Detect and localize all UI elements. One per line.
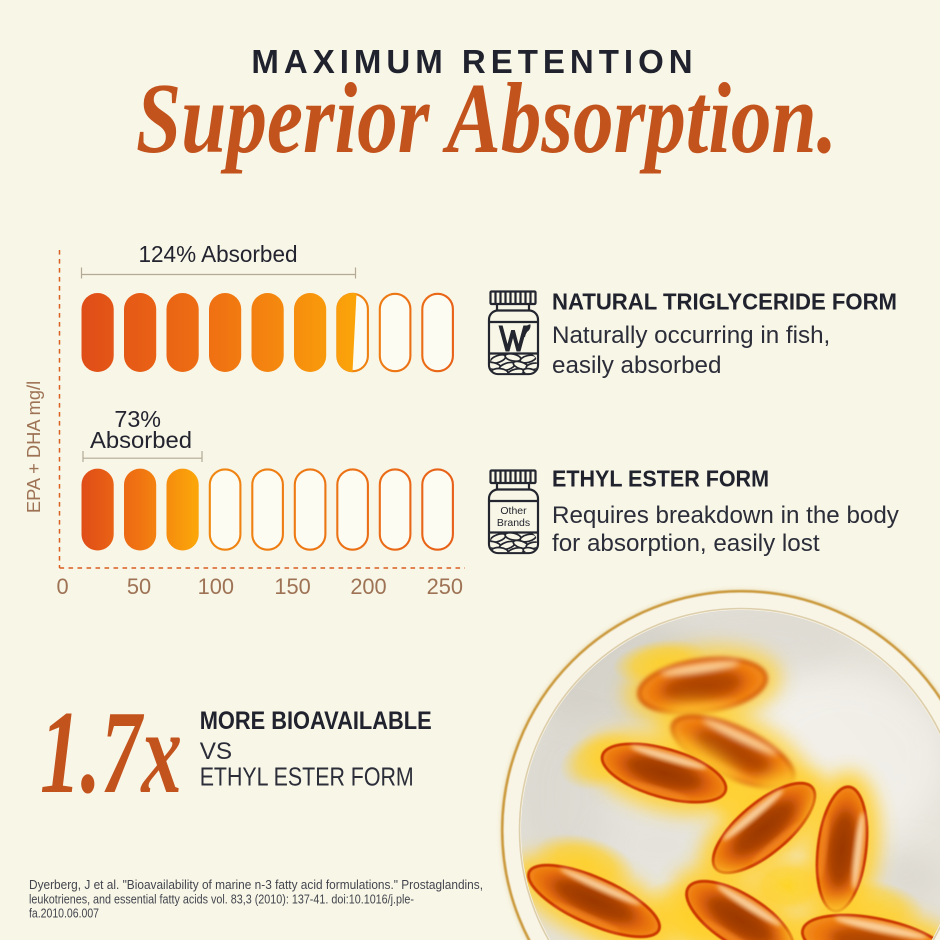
svg-text:ETHYL ESTER FORM: ETHYL ESTER FORM: [200, 764, 414, 792]
svg-text:50: 50: [127, 574, 151, 599]
svg-text:NATURAL TRIGLYCERIDE FORM: NATURAL TRIGLYCERIDE FORM: [552, 289, 897, 315]
svg-text:200: 200: [350, 574, 386, 599]
svg-text:Dyerberg, J et al. "Bioavailab: Dyerberg, J et al. "Bioavailability of m…: [29, 877, 483, 892]
svg-text:EPA + DHA mg/l: EPA + DHA mg/l: [23, 381, 44, 513]
svg-text:MORE BIOAVAILABLE: MORE BIOAVAILABLE: [200, 708, 432, 735]
svg-text:250: 250: [427, 574, 463, 599]
svg-text:Other: Other: [500, 505, 527, 517]
svg-text:1.7x: 1.7x: [40, 686, 182, 818]
svg-text:fa.2010.06.007: fa.2010.06.007: [29, 906, 99, 921]
svg-text:easily absorbed: easily absorbed: [552, 352, 721, 379]
svg-text:VS: VS: [200, 738, 232, 765]
svg-text:Naturally occurring in fish,: Naturally occurring in fish,: [552, 322, 830, 349]
svg-text:leukotrienes, and essential fa: leukotrienes, and essential fatty acids …: [29, 892, 414, 907]
svg-text:MAXIMUM RETENTION: MAXIMUM RETENTION: [251, 43, 697, 80]
svg-text:150: 150: [274, 574, 310, 599]
svg-text:ETHYL ESTER FORM: ETHYL ESTER FORM: [552, 466, 769, 492]
svg-text:Absorbed: Absorbed: [90, 427, 192, 453]
svg-text:Brands: Brands: [497, 517, 530, 529]
svg-text:for absorption, easily lost: for absorption, easily lost: [552, 530, 820, 557]
svg-text:73%: 73%: [114, 406, 161, 432]
svg-text:Requires breakdown in the body: Requires breakdown in the body: [552, 502, 900, 529]
svg-text:100: 100: [198, 574, 234, 599]
svg-text:0: 0: [57, 574, 69, 599]
svg-text:Superior Absorption.: Superior Absorption.: [136, 62, 837, 174]
svg-text:124% Absorbed: 124% Absorbed: [139, 241, 298, 267]
